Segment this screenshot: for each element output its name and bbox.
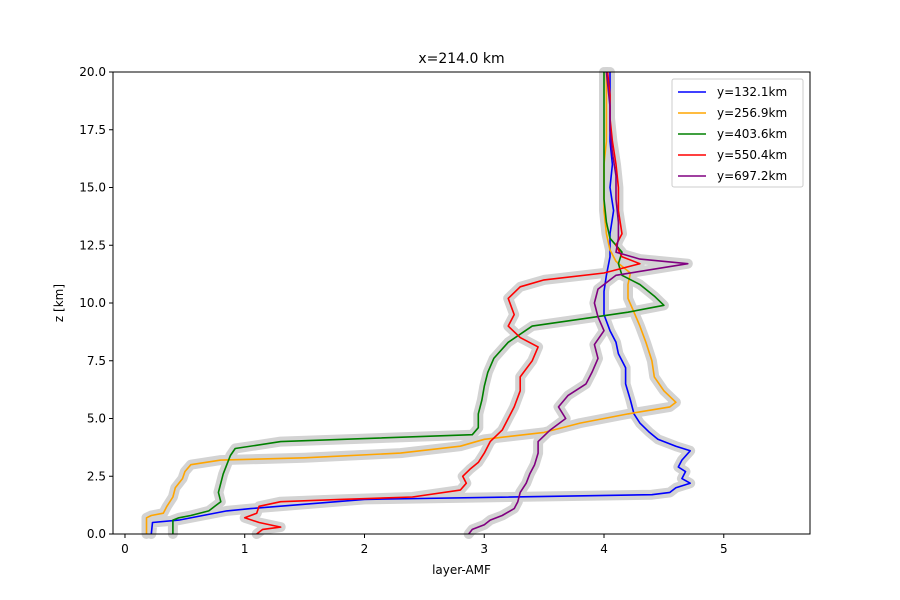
series-line-1 bbox=[150, 72, 691, 535]
x-axis-label: layer-AMF bbox=[432, 563, 491, 577]
legend: y=132.1km y=256.9km y=403.6km y=550.4km y=69… bbox=[671, 78, 804, 188]
x-tick-label: 3 bbox=[480, 542, 488, 556]
x-tick-label: 2 bbox=[361, 542, 369, 556]
x-tick-label: 1 bbox=[241, 542, 249, 556]
x-tick-label: 4 bbox=[600, 542, 608, 556]
series-lines bbox=[145, 71, 691, 535]
y-tick-label: 20.0 bbox=[79, 65, 106, 79]
chart-title: x=214.0 km bbox=[418, 51, 504, 67]
y-tick-label: 12.5 bbox=[79, 238, 106, 252]
legend-label: y=132.1km bbox=[717, 85, 787, 99]
y-tick-label: 15.0 bbox=[79, 181, 106, 195]
y-tick-label: 7.5 bbox=[87, 354, 106, 368]
legend-label: y=697.2km bbox=[717, 169, 787, 183]
legend-box bbox=[671, 78, 804, 188]
y-tick-label: 5.0 bbox=[87, 412, 106, 426]
series-line-4 bbox=[243, 71, 641, 535]
x-tick-label: 0 bbox=[121, 542, 129, 556]
y-tick-label: 10.0 bbox=[79, 296, 106, 310]
y-axis-ticks: 0.0 2.5 5.0 7.5 10.0 12.5 15.0 17.5 20.0 bbox=[79, 65, 113, 541]
legend-label: y=550.4km bbox=[717, 148, 787, 162]
x-axis-ticks: 0 1 2 3 4 5 bbox=[121, 534, 728, 556]
series-line-3 bbox=[172, 72, 665, 534]
series-line-5 bbox=[468, 71, 689, 535]
series-line-2 bbox=[145, 72, 677, 534]
y-axis-label: z [km] bbox=[52, 284, 66, 322]
legend-label: y=256.9km bbox=[717, 106, 787, 120]
x-tick-label: 5 bbox=[720, 542, 728, 556]
legend-label: y=403.6km bbox=[717, 127, 787, 141]
y-tick-label: 0.0 bbox=[87, 527, 106, 541]
y-tick-label: 17.5 bbox=[79, 123, 106, 137]
y-tick-label: 2.5 bbox=[87, 469, 106, 483]
